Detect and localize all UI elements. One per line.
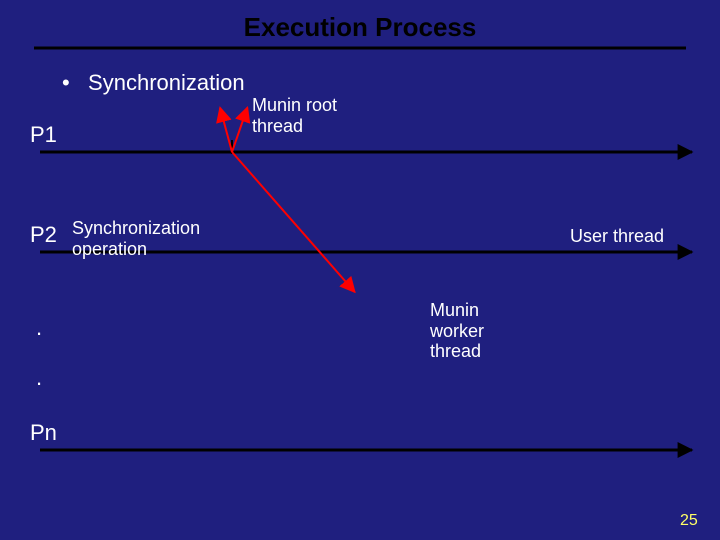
annotation-label: Muninworkerthread: [430, 300, 484, 362]
annotation-label: User thread: [570, 226, 664, 247]
process-label: P2: [30, 222, 57, 248]
sync-arrow: [232, 152, 355, 292]
process-label: P1: [30, 122, 57, 148]
sync-arrow: [232, 108, 247, 152]
process-label: .: [36, 365, 42, 391]
page-number: 25: [680, 512, 698, 530]
annotation-label: Synchronizationoperation: [72, 218, 200, 259]
sync-arrow: [220, 108, 232, 152]
annotation-label: Munin rootthread: [252, 95, 337, 136]
process-label: Pn: [30, 420, 57, 446]
diagram-svg: [0, 0, 720, 540]
process-label: .: [36, 315, 42, 341]
